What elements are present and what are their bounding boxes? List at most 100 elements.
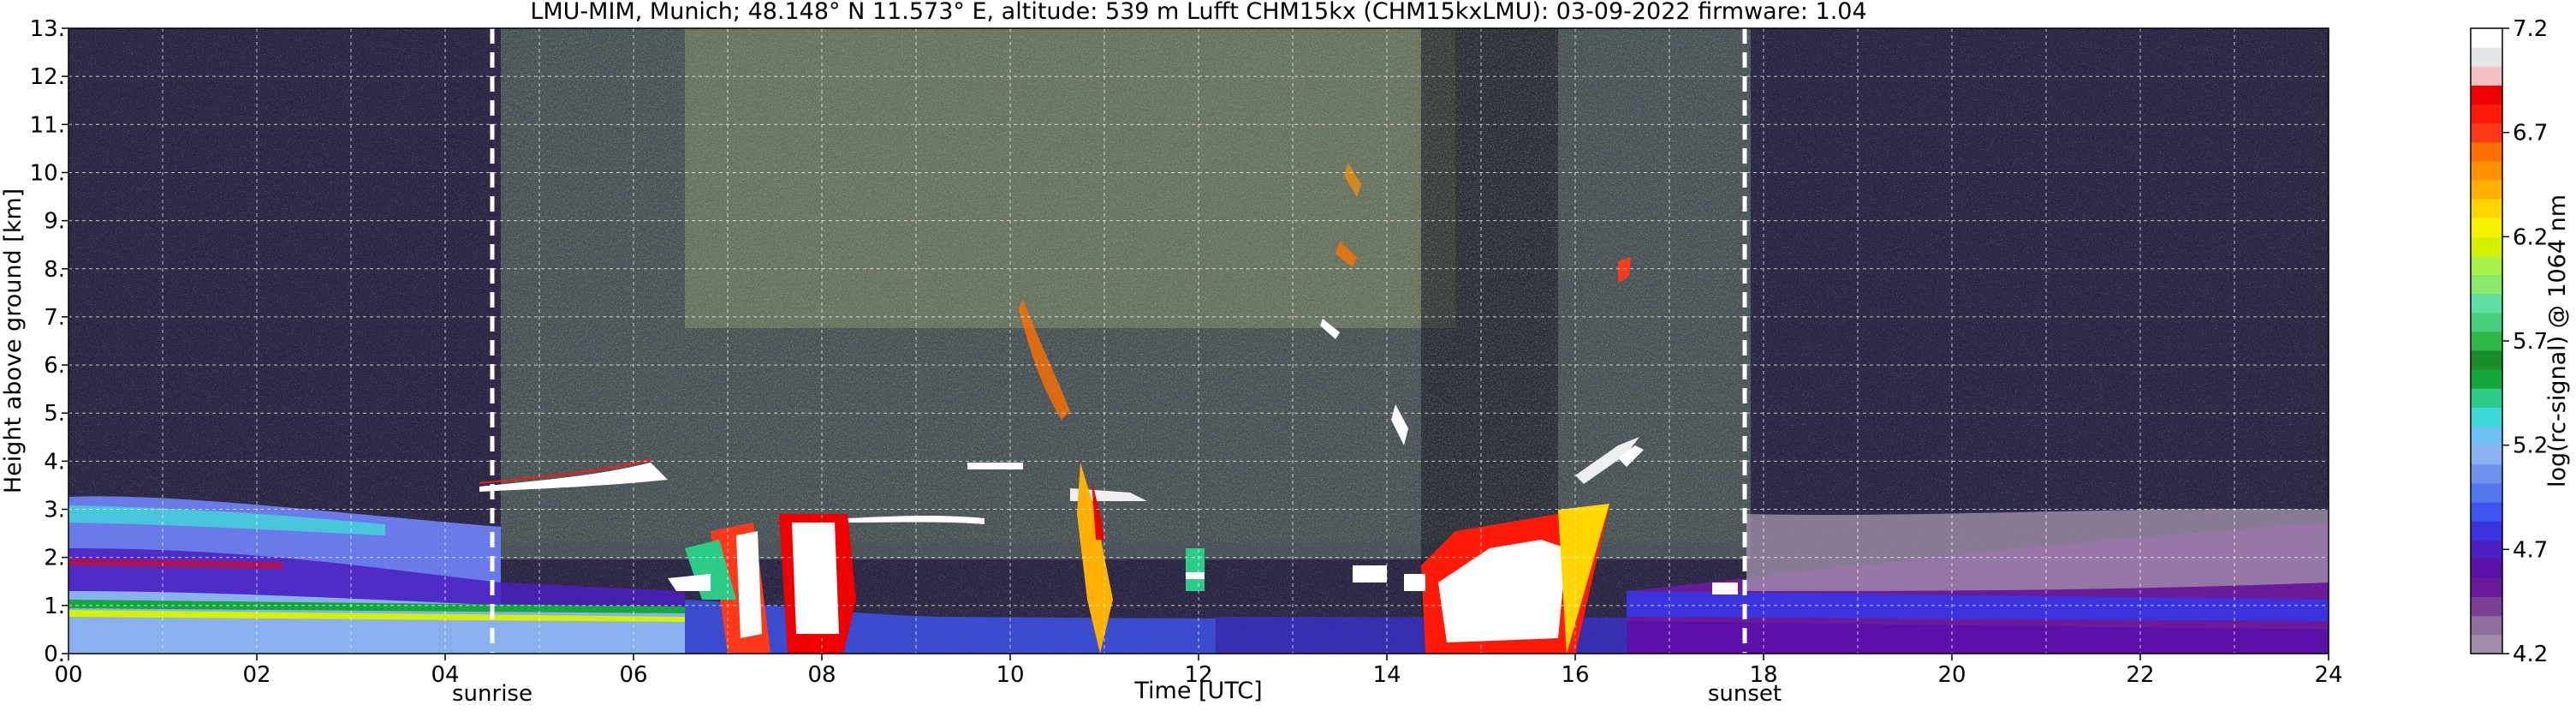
colorbar-segment <box>2471 66 2502 86</box>
colorbar-segment <box>2471 331 2502 351</box>
bl-layer <box>68 610 685 622</box>
y-axis: 0. 1. 2. 3. 4. 5. 6. 7. 8. 9. 10. 11. 12. 13. <box>30 16 68 667</box>
colorbar-segment <box>2471 255 2502 276</box>
colorbar-label: log(rc-signal) @ 1064 nm <box>2544 194 2571 487</box>
high-cloud <box>1320 319 1340 339</box>
colorbar-segment <box>2471 104 2502 124</box>
x-tick-label: 04 <box>431 662 459 688</box>
colorbar-segment <box>2471 312 2502 332</box>
colorbar-segment <box>2471 445 2502 465</box>
high-cloud <box>1019 300 1070 420</box>
colorbar-segment <box>2471 577 2502 598</box>
cloud-layer <box>967 463 1023 469</box>
y-tick-label: 12. <box>30 64 65 90</box>
bl-layer <box>68 505 385 535</box>
colorbar-segment <box>2471 293 2502 314</box>
bl-layer <box>1746 508 2329 591</box>
heatmap <box>68 28 2329 654</box>
colorbar-segment <box>2471 274 2502 295</box>
colorbar-segment <box>2471 540 2502 559</box>
small-cloud <box>1712 583 1738 594</box>
y-tick-label: 0. <box>44 642 65 667</box>
colorbar-segment <box>2471 141 2502 162</box>
y-tick-label: 13. <box>30 16 65 42</box>
colorbar-segment <box>2471 634 2502 654</box>
x-tick-label: 08 <box>807 662 836 688</box>
colorbar-segment <box>2471 47 2502 67</box>
cloud-edge <box>479 458 651 484</box>
colorbar-segment <box>2471 236 2502 256</box>
colorbar-segment <box>2471 463 2502 484</box>
cloud-base <box>668 574 711 591</box>
x-tick-label: 18 <box>1749 662 1777 688</box>
cloud-layer <box>479 463 668 492</box>
colorbar-segment <box>2471 369 2502 389</box>
small-cloud <box>1186 572 1205 579</box>
x-tick-label: 10 <box>996 662 1024 688</box>
x-tick-label: 14 <box>1372 662 1401 688</box>
small-cloud <box>1186 548 1205 591</box>
x-tick-label: 20 <box>1937 662 1966 688</box>
colorbar-segment <box>2471 28 2502 48</box>
colorbar-segment <box>2471 615 2502 636</box>
y-tick-label: 8. <box>44 257 65 283</box>
colorbar-segment <box>2471 521 2502 541</box>
high-cloud <box>1336 242 1357 267</box>
cloud-layer <box>848 515 985 524</box>
y-tick-label: 11. <box>30 112 65 138</box>
colorbar-segment <box>2471 218 2502 237</box>
y-axis-label: Height above ground [km] <box>0 188 27 493</box>
y-tick-label: 3. <box>44 498 65 523</box>
y-tick-label: 9. <box>44 209 65 235</box>
y-tick-label: 5. <box>44 401 65 427</box>
high-cloud <box>1344 163 1361 197</box>
colorbar-segment <box>2471 160 2502 181</box>
colorbar-segment <box>2471 596 2502 617</box>
colorbar-segment <box>2471 350 2502 370</box>
colorbar-tick-label: 5.2 <box>2513 433 2548 459</box>
colorbar-segment <box>2471 407 2502 427</box>
speckle-noise-day <box>501 28 1751 542</box>
colorbar-tick-label: 4.7 <box>2513 537 2548 563</box>
colorbar-segment <box>2471 199 2502 218</box>
x-tick-label: 22 <box>2126 662 2154 688</box>
sun-markers <box>490 28 1747 654</box>
bl-layer <box>1627 591 2329 621</box>
x-tick-label: 16 <box>1561 662 1589 688</box>
x-tick-label: 24 <box>2314 662 2342 688</box>
y-tick-label: 2. <box>44 546 65 571</box>
colorbar-segment <box>2471 179 2502 200</box>
sunrise-label: sunrise <box>452 681 532 707</box>
colorbar-segment <box>2471 482 2502 503</box>
convective-cloud-core <box>736 531 762 638</box>
convective-cloud-edge <box>1558 504 1609 654</box>
small-cloud <box>1353 565 1387 583</box>
colorbar-tick-label: 6.2 <box>2513 224 2548 250</box>
colorbar-tick-label: 6.7 <box>2513 121 2548 146</box>
x-axis: 00 02 04 06 08 10 12 14 16 18 20 22 24 sunrise sunset <box>54 654 2343 707</box>
bl-layer <box>68 600 685 613</box>
colorbar-tick-label: 4.2 <box>2513 642 2548 667</box>
colorbar-segment <box>2471 426 2502 446</box>
y-tick-label: 7. <box>44 305 65 331</box>
bl-layer <box>68 559 283 569</box>
colorbar-tick-label: 7.2 <box>2513 16 2548 42</box>
grid <box>68 28 2329 654</box>
x-tick-label: 12 <box>1184 662 1212 688</box>
x-axis-label: Time [UTC] <box>1133 678 1262 704</box>
colorbar-segment <box>2471 559 2502 579</box>
colorbar <box>2471 28 2502 654</box>
x-tick-label: 02 <box>242 662 271 688</box>
convective-cloud-core <box>1438 540 1567 642</box>
colorbar-segment <box>2471 502 2502 522</box>
colorbar-segment <box>2471 122 2502 143</box>
y-tick-label: 4. <box>44 449 65 475</box>
sunset-label: sunset <box>1708 681 1782 707</box>
colorbar-ticks: 4.2 4.7 5.2 5.7 6.2 6.7 7.2 <box>2502 16 2548 667</box>
colorbar-tick-label: 5.7 <box>2513 329 2548 355</box>
cloud-base <box>1575 437 1639 484</box>
colorbar-segment <box>2471 85 2502 105</box>
bl-layer <box>1627 621 2329 654</box>
